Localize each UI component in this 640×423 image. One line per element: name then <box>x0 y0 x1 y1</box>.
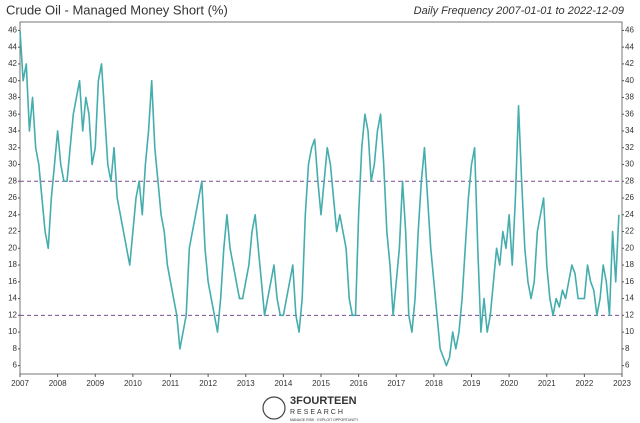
y-tick-label: 46 <box>8 25 17 34</box>
y2-tick-label: 8 <box>625 344 630 353</box>
logo-name: 3FOURTEEN <box>290 395 357 407</box>
y-tick-label: 34 <box>8 126 17 135</box>
y2-tick-label: 30 <box>625 160 634 169</box>
logo-icon <box>262 396 286 420</box>
y-tick-label: 28 <box>8 176 17 185</box>
y-tick-label: 30 <box>8 160 17 169</box>
x-tick-label: 2014 <box>274 379 292 388</box>
y2-tick-label: 10 <box>625 327 634 336</box>
y-tick-label: 42 <box>8 59 17 68</box>
y-tick-label: 16 <box>8 277 17 286</box>
chart-title: Crude Oil - Managed Money Short (%) <box>6 2 228 17</box>
y-tick-label: 18 <box>8 260 17 269</box>
y-tick-label: 14 <box>8 294 17 303</box>
y-tick-label: 44 <box>8 42 17 51</box>
x-tick-label: 2009 <box>86 379 104 388</box>
y-tick-label: 6 <box>13 361 18 370</box>
x-tick-label: 2008 <box>49 379 67 388</box>
y2-tick-label: 26 <box>625 193 634 202</box>
y2-tick-label: 16 <box>625 277 634 286</box>
x-tick-label: 2021 <box>538 379 556 388</box>
y-tick-label: 38 <box>8 93 17 102</box>
y-tick-label: 24 <box>8 210 17 219</box>
y2-tick-label: 42 <box>625 59 634 68</box>
logo-tagline: MANAGE RISK · EXPLOIT OPPORTUNITY <box>290 418 359 422</box>
x-tick-label: 2020 <box>500 379 518 388</box>
plot-frame <box>19 21 623 375</box>
y-tick-label: 20 <box>8 243 17 252</box>
y-tick-label: 8 <box>13 344 18 353</box>
y2-tick-label: 12 <box>625 310 634 319</box>
x-tick-label: 2019 <box>463 379 481 388</box>
y2-tick-label: 36 <box>625 109 634 118</box>
y-tick-label: 40 <box>8 76 17 85</box>
y2-tick-label: 44 <box>625 42 634 51</box>
y-tick-label: 12 <box>8 310 17 319</box>
y2-tick-label: 32 <box>625 143 634 152</box>
x-tick-label: 2012 <box>199 379 217 388</box>
y-tick-label: 22 <box>8 227 17 236</box>
y2-tick-label: 46 <box>625 25 634 34</box>
y2-tick-label: 6 <box>625 361 630 370</box>
y2-tick-label: 38 <box>625 93 634 102</box>
y2-tick-label: 20 <box>625 243 634 252</box>
y-tick-label: 32 <box>8 143 17 152</box>
logo: 3FOURTEEN RESEARCH MANAGE RISK · EXPLOIT… <box>262 395 359 422</box>
y2-tick-label: 14 <box>625 294 634 303</box>
logo-sub: RESEARCH <box>290 409 345 416</box>
y2-tick-label: 22 <box>625 227 634 236</box>
x-tick-label: 2016 <box>350 379 368 388</box>
y-tick-label: 10 <box>8 327 17 336</box>
x-tick-label: 2011 <box>162 379 180 388</box>
y2-tick-label: 28 <box>625 176 634 185</box>
chart-subtitle: Daily Frequency 2007-01-01 to 2022-12-09 <box>414 5 624 17</box>
y2-tick-label: 34 <box>625 126 634 135</box>
y2-tick-label: 40 <box>625 76 634 85</box>
x-tick-label: 2018 <box>425 379 443 388</box>
y2-tick-label: 18 <box>625 260 634 269</box>
x-tick-label: 2010 <box>124 379 142 388</box>
x-tick-label: 2007 <box>11 379 29 388</box>
y-tick-label: 26 <box>8 193 17 202</box>
data-line <box>19 30 620 367</box>
x-tick-label: 2022 <box>575 379 593 388</box>
y-tick-label: 36 <box>8 109 17 118</box>
x-tick-label: 2017 <box>387 379 405 388</box>
x-tick-label: 2015 <box>312 379 330 388</box>
x-tick-label: 2023 <box>613 379 631 388</box>
y2-tick-label: 24 <box>625 210 634 219</box>
x-tick-label: 2013 <box>237 379 255 388</box>
